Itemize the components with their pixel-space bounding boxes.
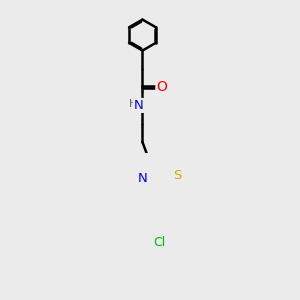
Text: O: O — [156, 80, 167, 94]
Text: S: S — [173, 169, 182, 182]
Text: Cl: Cl — [154, 236, 166, 250]
Text: N: N — [138, 172, 147, 185]
Text: H: H — [129, 99, 138, 110]
Text: N: N — [134, 99, 143, 112]
